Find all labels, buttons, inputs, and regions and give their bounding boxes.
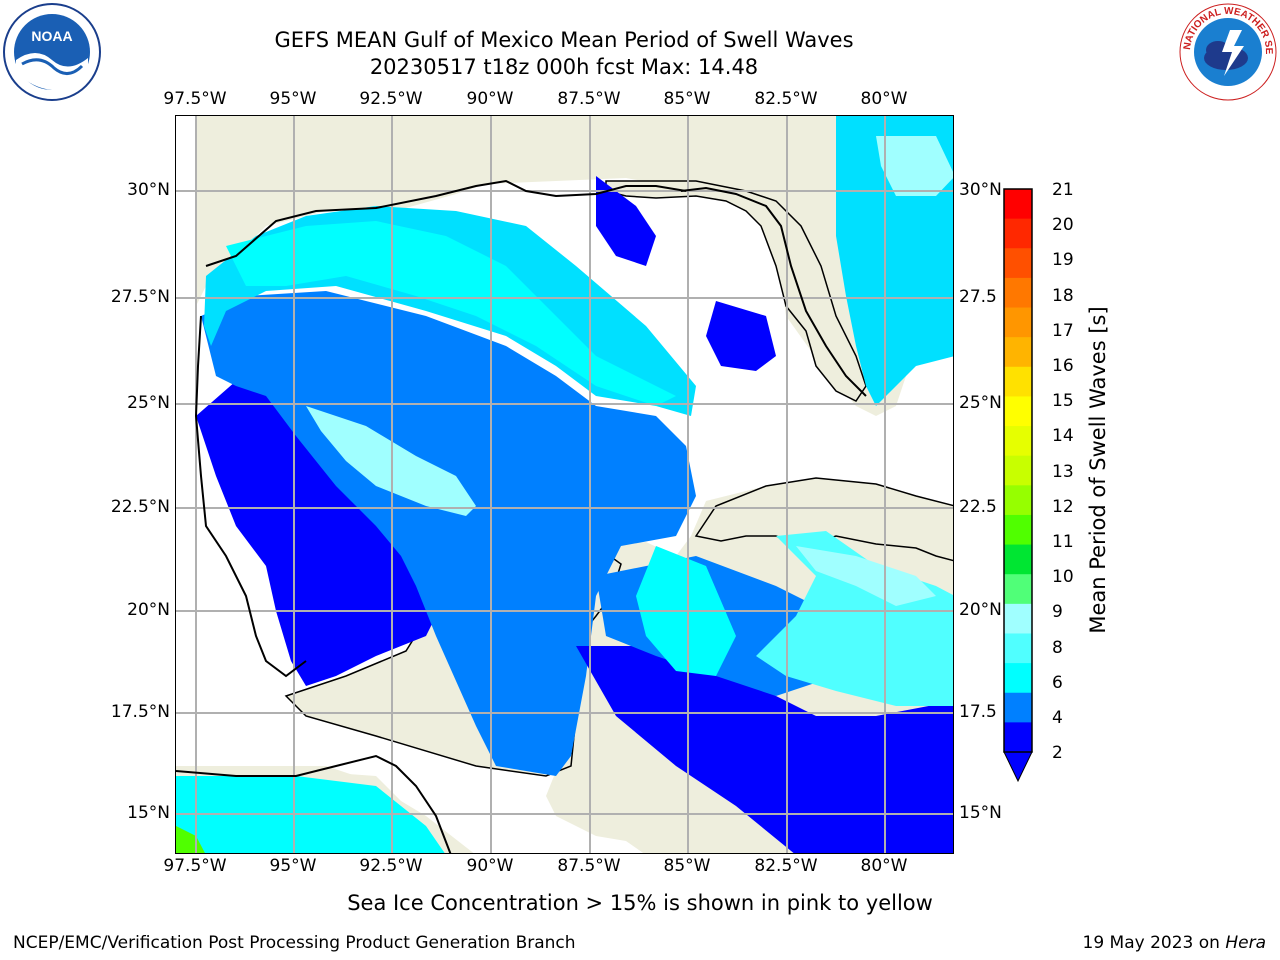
credit-left: NCEP/EMC/Verification Post Processing Pr… (13, 933, 576, 953)
credit-right: 19 May 2023 on Hera (1083, 933, 1267, 953)
lat-label: 30°N (127, 180, 170, 200)
colorbar-swatch (1004, 307, 1032, 338)
colorbar-tick-label: 11 (1052, 532, 1074, 552)
lat-label: 20°N (127, 600, 170, 620)
lat-label: 27.5 (959, 287, 997, 307)
colorbar-extend-triangle (1003, 751, 1033, 783)
colorbar-tick-label: 15 (1052, 391, 1074, 412)
lon-label: 90°W (466, 856, 514, 876)
lat-label: 15°N (959, 803, 1002, 823)
lat-label: 30°N (959, 180, 1002, 200)
lat-label: 17.5 (959, 702, 997, 722)
colorbar-tick-label: 16 (1052, 356, 1074, 376)
lat-label: 27.5°N (110, 287, 170, 307)
colorbar-swatch (1004, 366, 1032, 398)
lon-label: 87.5°W (557, 89, 621, 109)
colorbar-swatch (1004, 485, 1032, 516)
gulf-coastline (176, 179, 867, 853)
lat-label: 22.5°N (110, 497, 170, 517)
colorbar-swatch (1004, 218, 1032, 249)
colorbar-swatch (1004, 574, 1032, 605)
colorbar-swatch (1004, 514, 1032, 546)
colorbar-tick-label: 9 (1052, 602, 1063, 623)
florida-land (605, 180, 867, 402)
colorbar-tick-label: 17 (1052, 320, 1074, 341)
nws-logo: NATIONAL WEATHER SERVICE (1174, 0, 1278, 106)
colorbar-tick-label: 8 (1052, 637, 1063, 658)
colorbar-tick-label: 2 (1052, 743, 1063, 764)
lon-label: 95°W (269, 856, 317, 876)
colorbar-title: Mean Period of Swell Waves [s] (1086, 306, 1110, 634)
map-gridlines (176, 116, 953, 853)
colorbar (1003, 188, 1043, 792)
colorbar-tick-label: 10 (1052, 567, 1074, 588)
colorbar-swatch (1004, 337, 1032, 368)
credit-host: Hera (1225, 933, 1266, 953)
colorbar-tick-label: 20 (1052, 215, 1074, 236)
lon-label: 95°W (269, 89, 317, 109)
lon-label: 97.5°W (163, 89, 227, 109)
lat-label: 22.5 (959, 497, 997, 517)
lon-label: 92.5°W (359, 89, 423, 109)
colorbar-swatch (1004, 633, 1032, 664)
plot-title: GEFS MEAN Gulf of Mexico Mean Period of … (274, 28, 854, 52)
sea-ice-note: Sea Ice Concentration > 15% is shown in … (347, 891, 933, 915)
colorbar-tick-label: 14 (1052, 426, 1074, 447)
colorbar-swatch (1004, 663, 1032, 694)
lat-label: 17.5°N (110, 702, 170, 722)
lon-label: 97.5°W (163, 856, 227, 876)
lon-label: 80°W (860, 856, 908, 876)
colorbar-swatch (1004, 692, 1032, 723)
cuba-land (694, 477, 953, 562)
colorbar-swatch (1004, 248, 1032, 279)
swell-period-field (176, 116, 953, 853)
map-panel (175, 115, 954, 854)
colorbar-tick-label: 19 (1052, 250, 1074, 271)
lon-label: 85°W (663, 856, 711, 876)
colorbar-swatch (1004, 426, 1032, 457)
svg-text:NOAA: NOAA (31, 28, 72, 44)
colorbar-tick-label: 6 (1052, 672, 1063, 693)
colorbar-swatch (1004, 277, 1032, 309)
colorbar-swatch (1004, 544, 1032, 575)
lat-label: 20°N (959, 600, 1002, 620)
colorbar-tick-label: 13 (1052, 461, 1074, 482)
lat-label: 25°N (959, 393, 1002, 413)
lat-label: 15°N (127, 803, 170, 823)
colorbar-tick-label: 4 (1052, 708, 1063, 728)
colorbar-scale (1003, 188, 1033, 783)
lat-label: 25°N (127, 393, 170, 413)
lon-label: 82.5°W (754, 856, 818, 876)
colorbar-swatch (1004, 455, 1032, 486)
noaa-logo: NOAA (2, 2, 102, 106)
lon-label: 90°W (466, 89, 514, 109)
lon-label: 80°W (860, 89, 908, 109)
plot-subtitle: 20230517 t18z 000h fcst Max: 14.48 (369, 55, 759, 79)
colorbar-swatch (1004, 396, 1032, 427)
lon-label: 92.5°W (359, 856, 423, 876)
colorbar-swatch (1004, 722, 1032, 753)
colorbar-tick-label: 18 (1052, 285, 1074, 306)
colorbar-tick-label: 12 (1052, 496, 1074, 517)
credit-date: 19 May 2023 on (1082, 933, 1226, 953)
colorbar-tick-label: 21 (1052, 180, 1074, 200)
lon-label: 82.5°W (754, 89, 818, 109)
lon-label: 85°W (663, 89, 711, 109)
lon-label: 87.5°W (557, 856, 621, 876)
colorbar-swatch (1004, 189, 1032, 220)
colorbar-swatch (1004, 603, 1032, 635)
